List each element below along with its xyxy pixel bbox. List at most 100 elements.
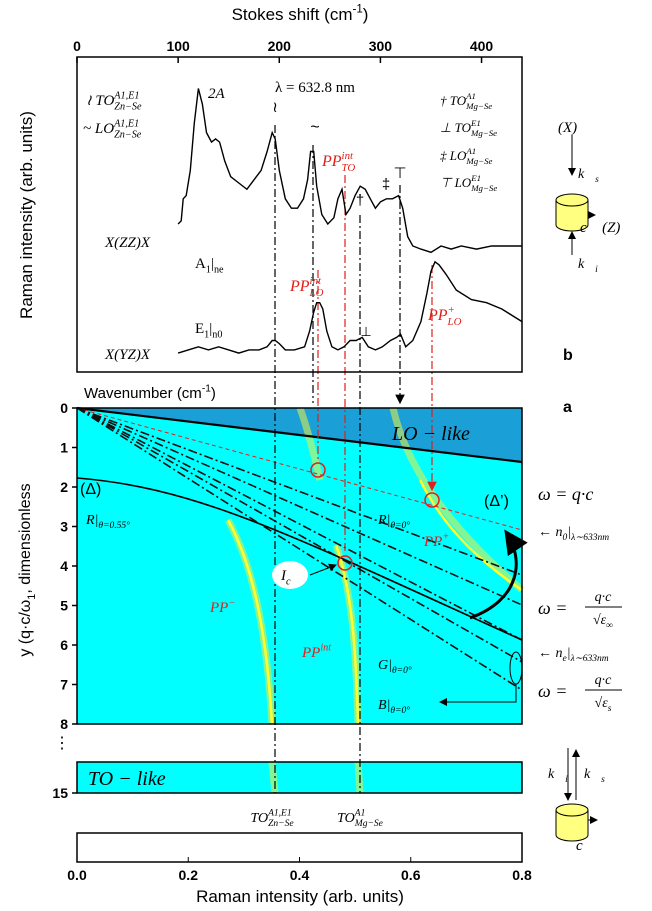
text-part: )	[363, 5, 369, 24]
text-part: n0	[212, 330, 222, 341]
delta-arrow	[469, 529, 528, 620]
annotation: PP+ LO	[427, 304, 462, 328]
colorbar-tick-label: 0.2	[179, 867, 199, 883]
text-part: k⃗	[578, 167, 595, 182]
text-part: A1,E1	[113, 90, 139, 101]
region-label: TO − like	[88, 768, 166, 790]
annotation: (Δ)	[80, 481, 101, 498]
text-part: √ε	[593, 613, 607, 628]
equation: √ε∞	[593, 613, 613, 631]
text-part: c	[286, 577, 291, 588]
y-tick-label: 2	[60, 479, 68, 495]
text-part: |	[387, 698, 391, 713]
text-part: LO	[447, 316, 462, 328]
text-part: |	[209, 321, 212, 337]
colorbar-tick-label: 0.6	[401, 867, 421, 883]
text-part: int	[310, 275, 322, 287]
text-part: , dimensionless	[17, 483, 34, 593]
text-part: A1	[354, 809, 366, 819]
text-part: −	[228, 597, 235, 608]
vector: c⃗ (Z)	[580, 220, 620, 236]
annotation: PPint LO	[289, 275, 324, 299]
dispersion-lines	[76, 407, 523, 691]
text-part: |	[387, 513, 391, 528]
delta-curve	[76, 477, 523, 641]
text-part: Stokes shift (cm	[232, 5, 353, 24]
spectrum	[177, 88, 522, 254]
text-part: 1	[206, 265, 211, 276]
annotation: ← ne|λ∼633nm	[538, 646, 609, 664]
text-part: Wavenumber (cm	[84, 385, 202, 402]
peak-mark: ⊤	[393, 165, 406, 182]
equation: ω =	[538, 598, 567, 618]
crossing-circle	[310, 462, 326, 478]
text-part: Mg−Se	[470, 183, 497, 193]
text-part: TO	[95, 93, 114, 109]
annotation: PPint	[301, 642, 332, 661]
text-part: A1	[465, 146, 476, 156]
text-part: A	[195, 256, 206, 272]
text-part: e	[563, 654, 568, 664]
text-part: ⊥ TO	[440, 120, 472, 135]
text-part: ‡ LO	[440, 148, 467, 163]
text-part: i	[595, 265, 598, 275]
text-part: ~	[83, 121, 95, 137]
cylinder	[555, 809, 589, 842]
series-label: X(ZZ)X	[104, 235, 151, 251]
legend-entry: ≀ TOA1,E1 Zn−Se	[86, 90, 142, 112]
colorbar-tick-label: 0.0	[67, 867, 87, 883]
text-part: TO	[250, 811, 268, 826]
text-part: k⃗	[584, 767, 601, 782]
text-part: θ=0°	[392, 665, 412, 676]
vector: c⃗	[576, 838, 594, 854]
text-part: LO	[94, 121, 114, 137]
text-part: Zn−Se	[114, 130, 142, 141]
text-part: Mg−Se	[465, 156, 492, 166]
to-frame	[76, 761, 523, 794]
x-axis-title: Wavenumber (cm-1)	[84, 383, 216, 402]
text-part: λ∼633nm	[570, 654, 609, 664]
text-part: PP	[427, 307, 448, 324]
text-part: Mg−Se	[470, 128, 497, 138]
annotation: TOA1,E1 Zn−Se	[250, 809, 294, 830]
text-part: θ=0.55°	[98, 520, 130, 531]
heatmap-layer	[77, 408, 522, 793]
peak-lines	[274, 125, 361, 793]
crossing-circle	[337, 555, 353, 571]
text-part: ∞	[606, 621, 613, 631]
colorbar-tick-label: 0.4	[290, 867, 310, 883]
annotation: TOA1 Mg−Se	[337, 809, 384, 830]
text-part: PP	[423, 534, 442, 550]
text-part: I	[280, 568, 287, 584]
text-part: |	[211, 256, 214, 272]
text-part: 1	[204, 330, 209, 341]
text-part: q·c/ω	[17, 600, 34, 639]
text-part: -1	[202, 383, 211, 394]
text-part: k⃗	[548, 767, 565, 782]
text-part: PP	[289, 278, 310, 295]
y-tick-label: 4	[60, 558, 68, 574]
equation: q·c	[595, 673, 613, 688]
top-frame	[76, 56, 523, 373]
peak-arrows-red	[317, 175, 432, 553]
pp-minus-band	[226, 519, 274, 725]
text-part: E1	[470, 118, 481, 128]
text-part: θ=0°	[390, 705, 410, 716]
annotation: PP+	[423, 531, 449, 550]
text-part: ≀	[86, 93, 95, 109]
annotation: G|θ=0°	[378, 658, 412, 676]
text-part: † TO	[440, 93, 467, 108]
text-part: int	[320, 642, 332, 653]
text-part: ← n	[538, 646, 563, 661]
colorbar-tick-label: 0.8	[512, 867, 532, 883]
annotation: λ = 632.8 nm	[275, 80, 355, 96]
y-tick-label: 7	[60, 677, 68, 693]
annotation: A1|ne	[195, 256, 224, 276]
y-axis-title: Raman intensity (arb. units)	[17, 111, 36, 319]
y-tick-label: 15	[52, 785, 68, 801]
spectrum	[177, 260, 523, 354]
y-tick-label: 1	[60, 440, 68, 456]
text-part: 0	[563, 533, 568, 543]
peak-mark: ~	[310, 119, 319, 136]
